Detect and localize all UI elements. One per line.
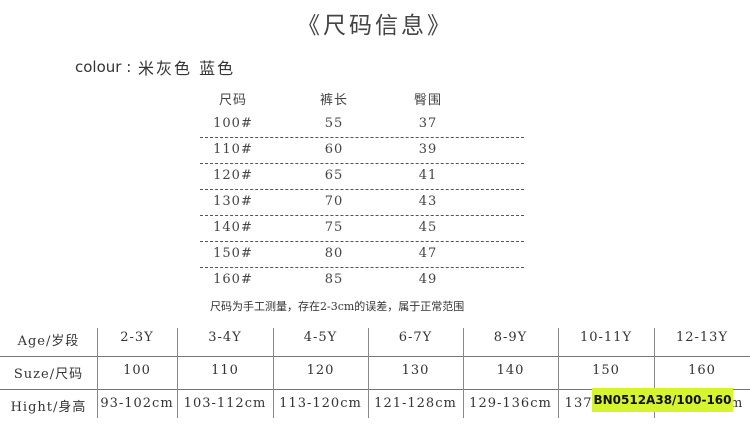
size-cell: 37 xyxy=(418,116,438,131)
table-cell: 100 xyxy=(123,363,151,378)
size-header: 裤长 xyxy=(319,93,348,108)
size-cell: 70 xyxy=(324,194,344,209)
size-cell: 60 xyxy=(324,142,344,157)
size-cell: 41 xyxy=(418,168,438,183)
table-cell: 129-136cm xyxy=(469,396,552,411)
size-cell: 120# xyxy=(213,168,253,183)
column-line xyxy=(654,328,655,418)
table-cell: 110 xyxy=(211,363,239,378)
size-cell: 150# xyxy=(213,246,253,261)
size-cell: 85 xyxy=(324,272,344,287)
size-header: 尺码 xyxy=(218,93,247,108)
table-cell: 2-3Y xyxy=(120,330,154,345)
row-divider xyxy=(200,215,524,216)
table-cell: 140 xyxy=(496,363,525,378)
table-cell: 4-5Y xyxy=(303,330,338,345)
table-cell: Age/岁段 xyxy=(17,334,80,349)
table-cell: 130 xyxy=(401,363,430,378)
table-cell: 8-9Y xyxy=(493,330,528,345)
table-cell: 113-120cm xyxy=(279,396,362,411)
size-cell: 75 xyxy=(324,220,344,235)
sticker: BN0512A38/100-160 xyxy=(592,388,733,412)
table-cell: 160 xyxy=(688,363,716,378)
row-divider xyxy=(200,189,524,190)
row-divider xyxy=(200,241,524,242)
column-line xyxy=(177,328,178,418)
size-cell: 140# xyxy=(213,220,253,235)
size-cell: 55 xyxy=(324,116,344,131)
table-cell: 12-13Y xyxy=(675,330,729,345)
column-line xyxy=(463,328,464,418)
table-line xyxy=(0,356,750,357)
size-cell: 65 xyxy=(324,168,344,183)
colour-label: colour : xyxy=(75,58,132,76)
note: 尺码为手工测量，存在2-3cm的误差，属于正常范围 xyxy=(210,300,465,313)
size-cell: 43 xyxy=(418,194,438,209)
table-cell: Hight/身高 xyxy=(10,400,87,415)
column-line xyxy=(558,328,559,418)
table-cell: 6-7Y xyxy=(398,330,433,345)
colour-value: 米灰色 蓝色 xyxy=(138,59,236,78)
table-cell: 93-102cm xyxy=(100,396,174,411)
table-line xyxy=(0,389,750,390)
table-cell: 121-128cm xyxy=(374,396,457,411)
row-divider xyxy=(200,137,524,138)
table-cell: Suze/尺码 xyxy=(13,367,84,382)
row-divider xyxy=(200,267,524,268)
size-cell: 110# xyxy=(213,142,253,157)
column-line xyxy=(273,328,274,418)
row-divider xyxy=(200,163,524,164)
size-cell: 39 xyxy=(418,142,438,157)
table-cell: 120 xyxy=(306,363,335,378)
size-cell: 80 xyxy=(324,246,344,261)
size-cell: 100# xyxy=(213,116,253,131)
size-cell: 49 xyxy=(418,272,438,287)
table-cell: 150 xyxy=(592,363,620,378)
size-cell: 130# xyxy=(213,194,253,209)
table-cell: 10-11Y xyxy=(579,330,633,345)
size-cell: 45 xyxy=(418,220,438,235)
column-line xyxy=(368,328,369,418)
table-cell: 103-112cm xyxy=(183,396,267,411)
column-line xyxy=(97,328,98,418)
title: 《尺码信息》 xyxy=(297,13,453,39)
table-cell: 3-4Y xyxy=(208,330,242,345)
size-header: 臀围 xyxy=(413,93,442,108)
size-cell: 47 xyxy=(418,246,438,261)
size-cell: 160# xyxy=(213,272,253,287)
